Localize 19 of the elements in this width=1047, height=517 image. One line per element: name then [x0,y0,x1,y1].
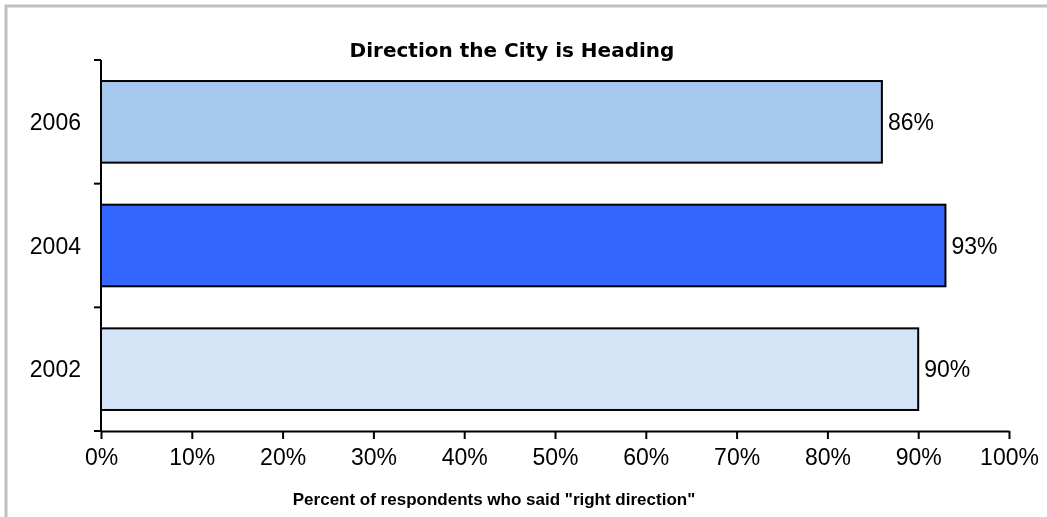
data-label: 93% [951,232,998,259]
x-tick-label: 100% [980,444,1039,471]
data-label: 90% [924,356,971,383]
x-axis-title: Percent of respondents who said "right direction" [292,490,696,509]
y-tick-label: 2004 [29,232,82,259]
x-tick-label: 60% [623,444,670,471]
x-tick-label: 80% [804,444,851,471]
x-tick-label: 90% [895,444,942,471]
x-tick-label: 20% [260,444,307,471]
x-tick-label: 10% [169,444,216,471]
y-tick-label: 2006 [29,108,81,135]
x-tick-label: 40% [441,444,488,471]
x-tick-label: 30% [350,444,397,471]
x-tick-label: 70% [714,444,761,471]
x-tick-label: 50% [532,444,579,471]
data-label: 86% [887,108,934,135]
y-tick-label: 2002 [29,356,81,383]
x-tick-label: 0% [84,444,119,471]
chart-title: Direction the City is Heading [349,38,675,62]
